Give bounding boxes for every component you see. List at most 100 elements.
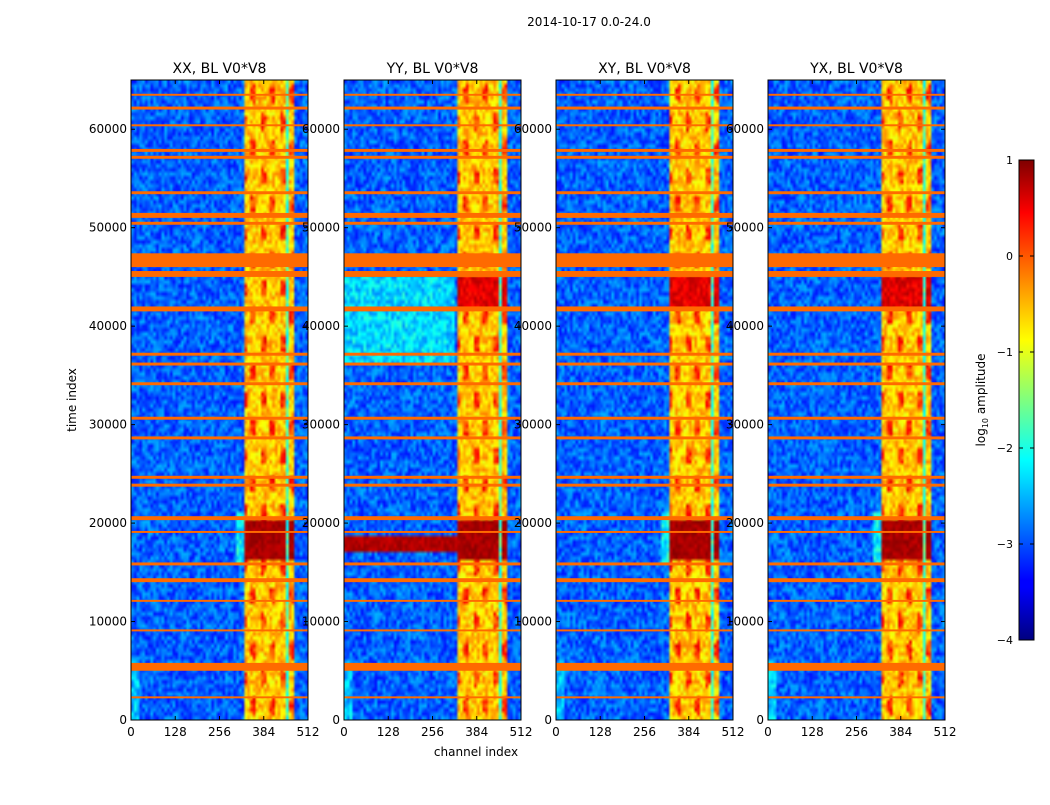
heatmap-image [344, 80, 521, 720]
colorbar-label-subscript: 10 [981, 418, 990, 428]
flagged-time-band [556, 191, 733, 195]
flagged-time-band [556, 362, 733, 366]
flagged-time-band [556, 483, 733, 487]
flagged-time-band [131, 271, 308, 277]
flagged-time-band [131, 416, 308, 420]
flagged-time-band [344, 253, 521, 268]
flagged-time-band [768, 148, 945, 152]
y-tick-label: 60000 [89, 122, 127, 136]
flagged-time-band [344, 475, 521, 479]
flagged-time-band [344, 483, 521, 487]
flagged-time-band [768, 530, 945, 533]
flagged-time-band [556, 696, 733, 699]
heatmap-image [131, 80, 308, 720]
flagged-time-band [556, 212, 733, 218]
flagged-time-band [768, 382, 945, 386]
y-tick-label: 50000 [514, 221, 552, 235]
panel-title: XX, BL V0*V8 [173, 61, 267, 77]
flagged-time-band [131, 106, 308, 110]
flagged-time-band [344, 599, 521, 602]
flagged-time-band [344, 629, 521, 632]
flagged-time-band [556, 221, 733, 225]
x-tick-label: 384 [889, 725, 912, 739]
x-tick-label: 0 [764, 725, 772, 739]
x-tick-label: 512 [934, 725, 957, 739]
flagged-time-band [556, 416, 733, 420]
flagged-time-band [556, 93, 733, 96]
flagged-time-band [344, 93, 521, 96]
flagged-time-band [556, 578, 733, 583]
flagged-time-band [768, 352, 945, 356]
y-tick-label: 20000 [514, 516, 552, 530]
panel-yx: YX, BL V0*V8 0 128 256 384 512 0 10000 20000 3000… [726, 61, 957, 739]
x-tick-label: 384 [252, 725, 275, 739]
flagged-time-band [556, 155, 733, 159]
y-tick-label: 10000 [302, 615, 340, 629]
x-tick-label: 384 [677, 725, 700, 739]
flagged-time-band [131, 191, 308, 195]
y-tick-label: 30000 [89, 418, 127, 432]
panels-group: XX, BL V0*V8 0 128 256 384 512 0 10000 20000 3000… [89, 61, 957, 739]
y-tick-label: 30000 [514, 418, 552, 432]
y-tick-label: 0 [756, 713, 764, 727]
flagged-time-band [768, 436, 945, 440]
flagged-time-band [768, 483, 945, 487]
flagged-time-band [556, 599, 733, 602]
heatmap-image [768, 80, 945, 720]
flagged-time-band [344, 562, 521, 566]
y-tick-label: 10000 [89, 615, 127, 629]
colorbar-tick-label: 1 [1006, 154, 1013, 167]
flagged-time-band [556, 662, 733, 671]
colorbar-tick-label: −2 [997, 442, 1013, 455]
panel-xy: XY, BL V0*V8 0 128 256 384 512 0 10000 20000 3000… [514, 61, 745, 739]
flagged-time-band [556, 148, 733, 152]
flagged-time-band [556, 352, 733, 356]
x-tick-label: 384 [465, 725, 488, 739]
colorbar-tick-label: −4 [997, 634, 1013, 647]
x-axis-label: channel index [434, 745, 518, 759]
colorbar-tick-label: 0 [1006, 250, 1013, 263]
y-tick-label: 40000 [514, 319, 552, 333]
x-tick-label: 256 [845, 725, 868, 739]
flagged-time-band [768, 516, 945, 521]
flagged-time-band [768, 578, 945, 583]
flagged-time-band [556, 253, 733, 268]
flagged-time-band [556, 475, 733, 479]
x-tick-label: 0 [127, 725, 135, 739]
figure-suptitle: 2014-10-17 0.0-24.0 [527, 15, 651, 29]
flagged-time-band [131, 483, 308, 487]
flagged-time-band [344, 148, 521, 152]
flagged-time-band [556, 562, 733, 566]
flagged-time-band [556, 530, 733, 533]
y-tick-label: 50000 [726, 221, 764, 235]
flagged-time-band [344, 436, 521, 440]
y-tick-label: 60000 [514, 122, 552, 136]
y-tick-label: 20000 [89, 516, 127, 530]
y-tick-label: 50000 [89, 221, 127, 235]
flagged-time-band [768, 106, 945, 110]
flagged-time-band [344, 306, 521, 312]
flagged-time-band [131, 578, 308, 583]
flagged-time-band [344, 106, 521, 110]
colorbar-label-rest: amplitude [974, 354, 988, 418]
x-tick-label: 0 [340, 725, 348, 739]
y-tick-label: 40000 [89, 319, 127, 333]
flagged-time-band [768, 191, 945, 195]
colorbar-tick-label: −1 [997, 346, 1013, 359]
x-tick-label: 256 [208, 725, 231, 739]
y-tick-label: 60000 [302, 122, 340, 136]
flagged-time-band [556, 106, 733, 110]
flagged-time-band [344, 516, 521, 521]
flagged-time-band [131, 155, 308, 159]
y-tick-label: 0 [332, 713, 340, 727]
x-tick-label: 128 [589, 725, 612, 739]
colorbar-label: log10 amplitude [974, 354, 990, 447]
flagged-time-band [131, 124, 308, 127]
colorbar-gradient [1018, 159, 1035, 641]
flagged-time-band [768, 362, 945, 366]
y-tick-label: 20000 [302, 516, 340, 530]
flagged-time-band [768, 271, 945, 277]
flagged-time-band [556, 124, 733, 127]
flagged-time-band [131, 530, 308, 533]
flagged-time-band [768, 696, 945, 699]
